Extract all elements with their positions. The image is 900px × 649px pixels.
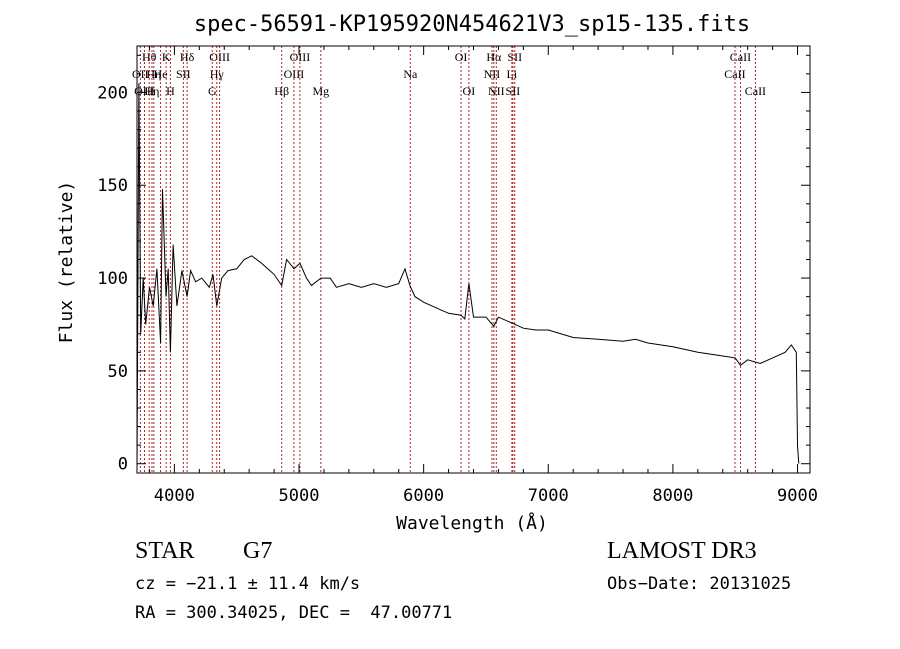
object-subclass: G7 xyxy=(243,538,273,564)
plot-frame xyxy=(136,45,811,474)
line-marker-label: CaII xyxy=(745,84,766,98)
line-marker-label: Hα xyxy=(486,50,502,64)
line-marker-label: H xyxy=(166,84,175,98)
line-marker-label: Hθ xyxy=(142,50,157,64)
line-marker-label: Li xyxy=(507,67,518,81)
line-marker-label: NII xyxy=(484,67,501,81)
x-tick-label: 9000 xyxy=(777,486,818,506)
x-axis-ticks: 4000 5000 6000 7000 8000 9000 xyxy=(148,46,818,506)
object-class: STAR xyxy=(135,538,195,564)
redshift-velocity: cz = −21.1 ± 11.4 km/s xyxy=(135,574,361,594)
spectrum-chart: spec-56591-KP195920N454621V3_sp15-135.fi… xyxy=(56,12,818,534)
line-marker-label: He xyxy=(154,67,168,81)
line-marker-label: K xyxy=(162,50,171,64)
x-tick-label: 8000 xyxy=(652,486,693,506)
line-marker-label: Na xyxy=(403,67,418,81)
y-axis-ticks: 0 50 100 150 200 xyxy=(97,54,810,475)
line-marker-label: OIII xyxy=(209,50,230,64)
line-marker-label: CaII xyxy=(730,50,751,64)
x-tick-label: 5000 xyxy=(279,486,320,506)
line-marker-label: OI xyxy=(455,50,468,64)
line-marker-label: OIII xyxy=(284,67,305,81)
spectrum-series-line xyxy=(136,83,800,470)
line-marker-label: NII xyxy=(488,84,505,98)
y-tick-label: 150 xyxy=(97,176,128,196)
line-marker-label: OIII xyxy=(290,50,311,64)
x-axis-label: Wavelength (Å) xyxy=(396,512,548,534)
line-marker-label: Hγ xyxy=(210,67,225,81)
line-marker-label: SII xyxy=(506,84,521,98)
line-marker-label: Hβ xyxy=(274,84,289,98)
observation-date: Obs−Date: 20131025 xyxy=(607,574,792,594)
line-marker-label: Mg xyxy=(312,84,329,98)
x-tick-label: 4000 xyxy=(154,486,195,506)
y-tick-label: 50 xyxy=(108,362,128,382)
chart-title: spec-56591-KP195920N454621V3_sp15-135.fi… xyxy=(194,12,750,37)
line-marker-label: Hδ xyxy=(180,50,195,64)
line-marker-label: SII xyxy=(176,67,191,81)
y-tick-label: 200 xyxy=(97,83,128,103)
y-tick-label: 100 xyxy=(97,269,128,289)
line-marker-label: CaII xyxy=(724,67,745,81)
x-tick-label: 6000 xyxy=(403,486,444,506)
line-marker-label: G xyxy=(208,84,217,98)
survey-name: LAMOST DR3 xyxy=(607,538,757,564)
coordinates: RA = 300.34025, DEC = 47.00771 xyxy=(135,603,453,623)
x-tick-label: 7000 xyxy=(528,486,569,506)
line-marker-label: SII xyxy=(507,50,522,64)
line-marker-label: Hη xyxy=(146,67,161,81)
line-marker-label: Hη xyxy=(144,84,159,98)
y-tick-label: 0 xyxy=(118,455,128,475)
y-axis-label: Flux (relative) xyxy=(56,181,77,344)
line-marker-label: OI xyxy=(463,84,476,98)
